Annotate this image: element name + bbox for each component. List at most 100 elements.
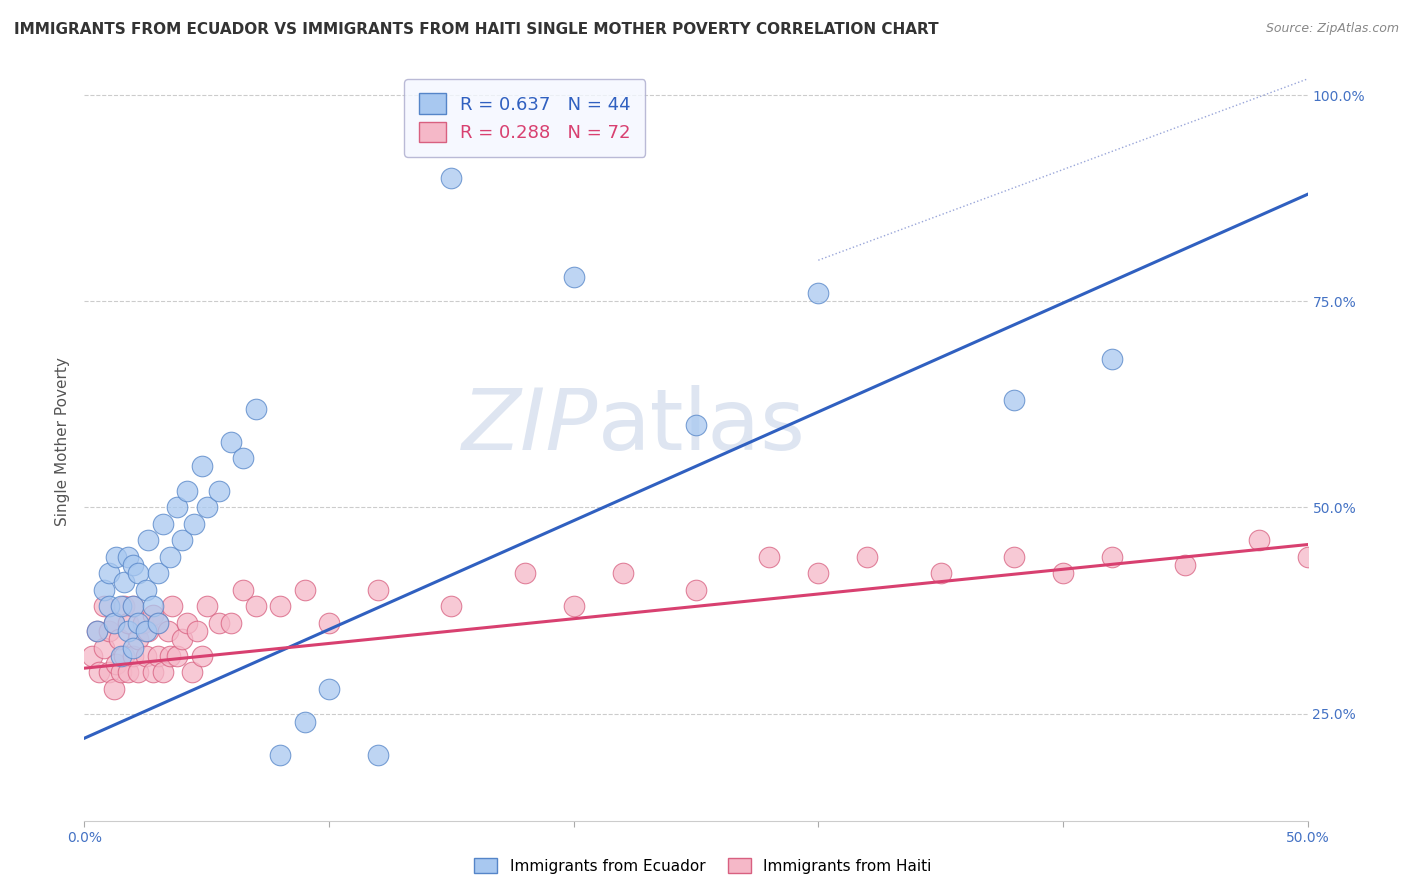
Point [758,549,780,564]
Point [87,665,110,680]
Point [245,401,267,416]
Point [107,632,129,647]
Point [232,582,254,597]
Point [93,640,115,655]
Point [112,599,135,614]
Point [127,566,149,581]
Point [1052,566,1074,581]
Point [159,648,181,663]
Point [146,566,169,581]
Point [219,434,242,449]
Point [146,648,169,663]
Point [117,615,139,630]
Point [117,665,139,680]
Point [1174,558,1197,573]
Point [135,648,157,663]
Point [162,599,184,614]
Point [269,599,291,614]
Point [142,599,165,614]
Point [110,665,132,680]
Point [685,418,707,433]
Point [181,665,204,680]
Point [117,624,139,639]
Point [135,624,157,639]
Y-axis label: Single Mother Poverty: Single Mother Poverty [55,357,70,526]
Point [245,599,267,614]
Point [219,615,242,630]
Point [93,582,115,597]
Point [166,648,188,663]
Point [136,624,159,639]
Point [135,582,157,597]
Point [807,286,830,301]
Point [103,615,125,630]
Point [146,615,169,630]
Point [97,599,120,614]
Point [176,483,198,498]
Point [176,615,198,630]
Point [103,681,125,696]
Point [156,624,179,639]
Point [1002,549,1025,564]
Point [152,665,174,680]
Point [562,269,585,284]
Point [183,516,205,531]
Point [929,566,952,581]
Point [152,516,174,531]
Point [856,549,879,564]
Point [269,747,291,762]
Point [127,615,149,630]
Point [127,665,149,680]
Point [112,574,135,589]
Point [172,632,194,647]
Point [294,582,316,597]
Point [93,599,115,614]
Point [159,549,181,564]
Point [80,648,103,663]
Point [294,714,316,729]
Point [86,624,108,639]
Point [112,648,135,663]
Point [191,459,214,474]
Text: IMMIGRANTS FROM ECUADOR VS IMMIGRANTS FROM HAITI SINGLE MOTHER POVERTY CORRELATI: IMMIGRANTS FROM ECUADOR VS IMMIGRANTS FR… [14,22,939,37]
Point [1101,352,1123,367]
Point [166,500,188,515]
Point [146,615,169,630]
Point [440,599,463,614]
Point [186,624,208,639]
Point [367,747,389,762]
Point [562,599,585,614]
Point [142,607,165,622]
Text: atlas: atlas [598,384,806,468]
Point [191,648,214,663]
Point [103,615,125,630]
Legend: R = 0.637   N = 44, R = 0.288   N = 72: R = 0.637 N = 44, R = 0.288 N = 72 [404,79,645,157]
Point [513,566,536,581]
Point [86,624,108,639]
Point [208,483,231,498]
Point [208,615,231,630]
Point [110,648,132,663]
Point [1101,549,1123,564]
Point [1296,549,1319,564]
Point [132,615,155,630]
Point [685,582,707,597]
Point [122,648,145,663]
Point [318,615,340,630]
Point [1002,393,1025,408]
Point [97,665,120,680]
Point [122,599,145,614]
Point [117,549,139,564]
Text: Source: ZipAtlas.com: Source: ZipAtlas.com [1265,22,1399,36]
Point [142,665,165,680]
Point [122,640,145,655]
Point [110,599,132,614]
Point [195,599,218,614]
Point [232,450,254,465]
Point [136,533,159,548]
Point [612,566,634,581]
Point [318,681,340,696]
Point [367,582,389,597]
Text: ZIP: ZIP [461,384,598,468]
Point [122,558,145,573]
